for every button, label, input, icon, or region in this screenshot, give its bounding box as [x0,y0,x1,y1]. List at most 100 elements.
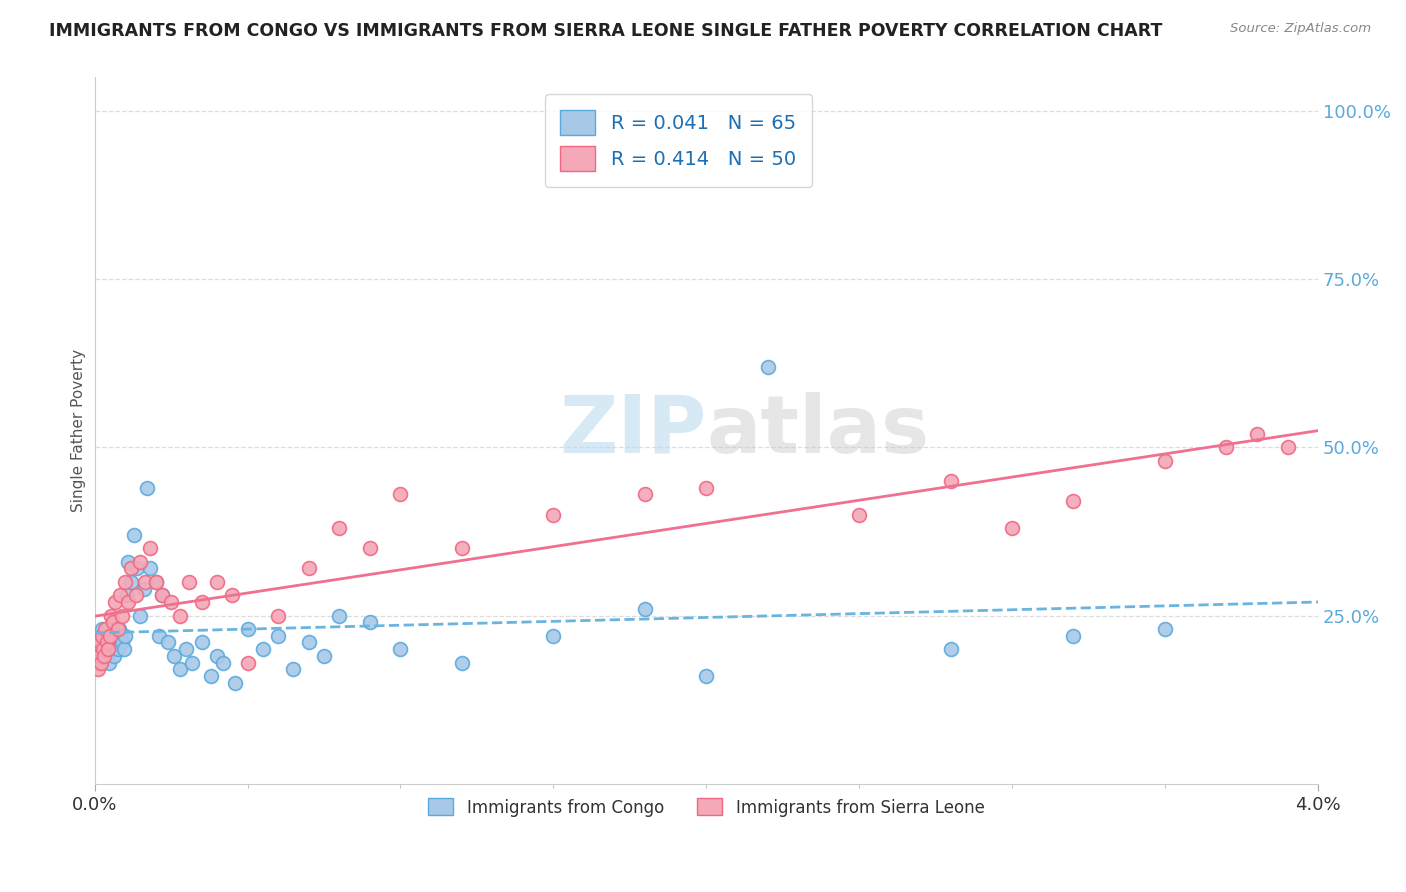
Point [543,508,565,522]
Point [450,656,472,670]
Point [112,642,135,657]
Point [160,595,183,609]
Point [236,622,259,636]
Point [169,662,191,676]
Point [87,642,110,657]
Point [110,629,132,643]
Point [150,588,173,602]
Point [127,561,149,575]
Point [94,648,117,663]
Point [100,635,122,649]
Point [298,635,321,649]
Point [91,629,114,643]
Point [129,555,152,569]
Point [90,648,112,663]
Point [124,528,146,542]
Point [359,615,381,630]
Point [135,481,157,495]
Point [221,588,243,602]
Point [205,574,228,589]
Point [359,541,381,556]
Point [156,635,179,649]
Point [939,642,962,657]
Point [108,622,131,636]
Point [138,561,160,575]
Point [169,608,191,623]
Point [120,574,142,589]
Point [181,656,204,670]
Point [200,669,222,683]
Point [634,487,657,501]
Point [100,608,122,623]
Point [111,635,134,649]
Point [98,629,121,643]
Point [145,574,167,589]
Text: ZIP: ZIP [560,392,706,469]
Point [1215,441,1237,455]
Point [96,635,118,649]
Point [1154,622,1177,636]
Point [205,648,228,663]
Point [695,669,717,683]
Point [120,561,142,575]
Point [98,629,121,643]
Point [190,595,212,609]
Point [1154,454,1177,468]
Point [108,588,131,602]
Point [543,629,565,643]
Point [212,656,235,670]
Point [389,642,412,657]
Point [267,608,290,623]
Point [129,608,152,623]
Point [97,656,120,670]
Point [695,481,717,495]
Point [450,541,472,556]
Point [86,662,108,676]
Point [328,521,350,535]
Point [93,648,115,663]
Point [150,588,173,602]
Point [134,574,156,589]
Point [224,676,246,690]
Point [96,635,118,649]
Point [117,555,139,569]
Text: atlas: atlas [706,392,929,469]
Point [91,642,114,657]
Point [179,574,201,589]
Point [104,635,127,649]
Point [145,574,167,589]
Point [298,561,321,575]
Point [89,629,111,643]
Point [283,662,305,676]
Point [1277,441,1299,455]
Point [1001,521,1024,535]
Point [91,635,114,649]
Point [312,648,335,663]
Point [1062,629,1084,643]
Text: IMMIGRANTS FROM CONGO VS IMMIGRANTS FROM SIERRA LEONE SINGLE FATHER POVERTY CORR: IMMIGRANTS FROM CONGO VS IMMIGRANTS FROM… [49,22,1163,40]
Point [115,588,138,602]
Point [101,642,124,657]
Point [163,648,186,663]
Point [107,642,129,657]
Point [97,642,120,657]
Point [101,615,124,630]
Point [939,474,962,488]
Point [90,656,112,670]
Point [148,629,170,643]
Point [1062,494,1084,508]
Point [267,629,290,643]
Text: Source: ZipAtlas.com: Source: ZipAtlas.com [1230,22,1371,36]
Point [117,595,139,609]
Point [756,359,779,374]
Point [90,642,112,657]
Point [111,608,134,623]
Point [89,648,111,663]
Point [93,642,115,657]
Point [97,642,120,657]
Point [93,629,115,643]
Point [101,629,124,643]
Point [125,588,148,602]
Point [132,582,155,596]
Point [107,622,129,636]
